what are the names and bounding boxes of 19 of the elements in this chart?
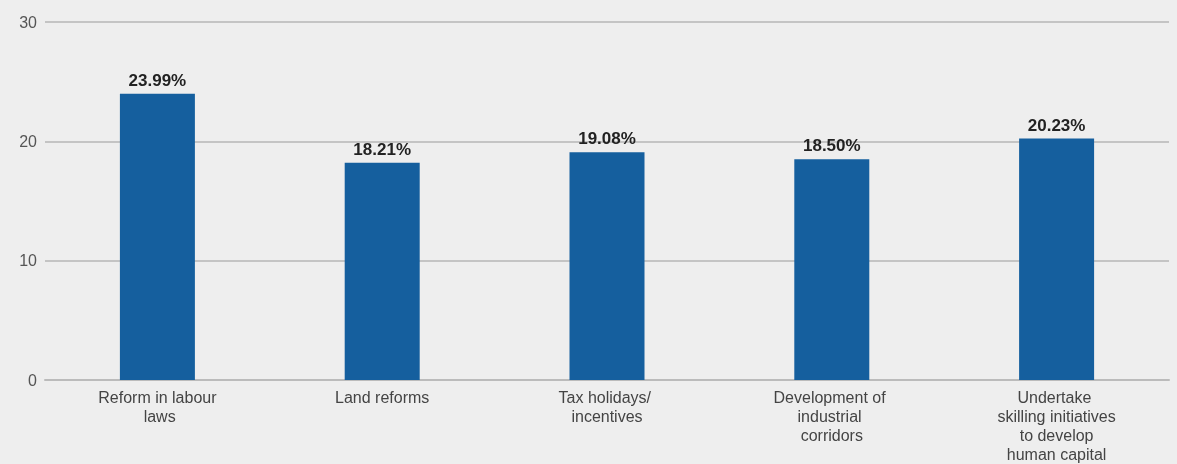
data-label: 19.08%	[578, 129, 636, 149]
x-tick-label: Tax holidays/ incentives	[558, 389, 656, 425]
x-tick-label: Development of industrial corridors	[773, 389, 891, 444]
bar	[794, 159, 870, 380]
y-tick-label: 30	[19, 13, 38, 31]
x-tick-label: Land reforms	[335, 389, 430, 406]
bar	[1019, 138, 1095, 380]
bar	[569, 152, 645, 380]
data-label: 18.21%	[353, 139, 412, 159]
data-label: 20.23%	[1027, 115, 1086, 135]
bar	[344, 162, 420, 380]
data-label: 23.99%	[128, 70, 187, 90]
x-tick-label: Undertake skilling initiatives to develop human capital	[997, 389, 1116, 463]
data-label: 18.50%	[802, 136, 861, 156]
x-tick-label: Reform in labour laws	[98, 389, 218, 425]
y-tick-label: 20	[19, 132, 38, 150]
y-tick-label: 0	[28, 371, 38, 389]
y-tick-label: 10	[19, 252, 38, 270]
bar	[119, 93, 195, 380]
